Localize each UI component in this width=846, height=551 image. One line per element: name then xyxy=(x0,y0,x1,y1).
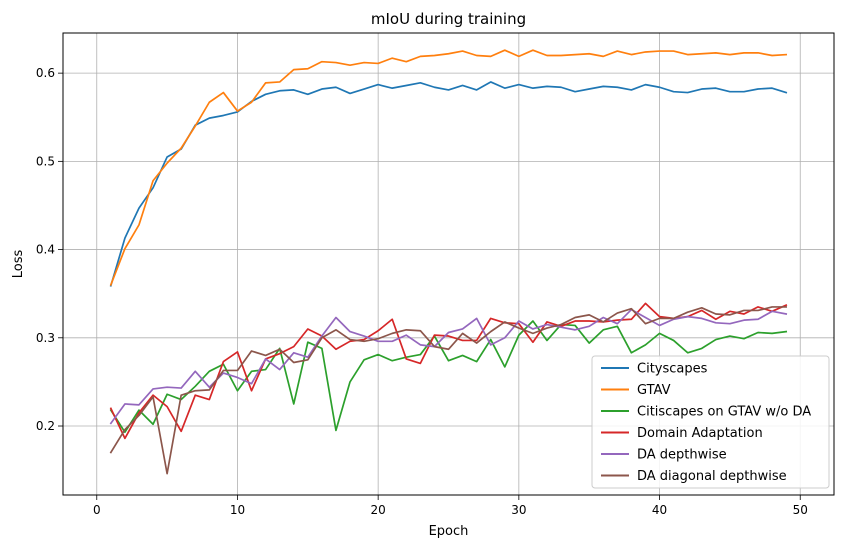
series-line-2 xyxy=(109,320,788,434)
legend-label: DA depthwise xyxy=(637,448,727,463)
x-axis-label: Epoch xyxy=(429,524,469,539)
y-tick-label: 0.5 xyxy=(36,154,55,168)
legend: Cityscapes GTAV Citiscapes on GTAV w/o DA D… xyxy=(591,355,830,489)
legend-label: Domain Adaptation xyxy=(637,426,763,441)
series-line-4 xyxy=(109,308,788,425)
y-tick-label: 0.3 xyxy=(36,331,55,345)
legend-box xyxy=(591,355,830,489)
series-lines xyxy=(109,49,788,475)
series-line-0 xyxy=(109,81,788,287)
x-tick-label: 40 xyxy=(652,503,667,517)
x-tick-label: 20 xyxy=(371,503,386,517)
axis-ticks: 0 10 20 30 40 50 0.2 0.3 0.4 0.5 0.6 xyxy=(36,66,808,517)
legend-label: GTAV xyxy=(637,383,671,398)
legend-label: Citiscapes on GTAV w/o DA xyxy=(637,405,811,420)
grid xyxy=(63,33,834,495)
y-axis-label: Loss xyxy=(11,250,26,279)
y-tick-label: 0.2 xyxy=(36,419,55,433)
y-tick-label: 0.4 xyxy=(36,243,55,257)
x-tick-label: 0 xyxy=(93,503,101,517)
legend-label: Cityscapes xyxy=(637,362,708,377)
x-tick-label: 10 xyxy=(230,503,245,517)
series-line-1 xyxy=(109,49,788,286)
x-tick-label: 50 xyxy=(793,503,808,517)
plot-frame xyxy=(62,32,835,496)
legend-label: DA diagonal depthwise xyxy=(637,469,787,484)
x-tick-label: 30 xyxy=(511,503,526,517)
y-tick-label: 0.6 xyxy=(36,66,55,80)
chart-title: mIoU during training xyxy=(371,10,526,28)
series-line-5 xyxy=(109,306,788,475)
